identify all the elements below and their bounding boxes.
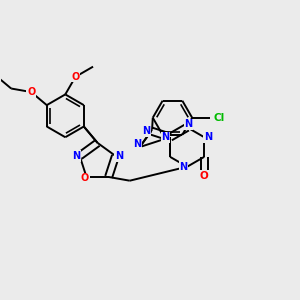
Text: N: N: [179, 162, 188, 172]
Text: N: N: [204, 132, 212, 142]
Text: O: O: [27, 87, 35, 97]
Text: N: N: [72, 151, 80, 161]
Text: O: O: [200, 171, 208, 181]
Text: N: N: [142, 126, 151, 136]
Text: O: O: [81, 173, 89, 184]
Text: O: O: [71, 72, 80, 82]
Text: N: N: [134, 139, 142, 149]
Text: N: N: [184, 119, 193, 129]
Text: N: N: [115, 151, 123, 161]
Text: N: N: [161, 132, 169, 142]
Text: Cl: Cl: [214, 113, 225, 123]
